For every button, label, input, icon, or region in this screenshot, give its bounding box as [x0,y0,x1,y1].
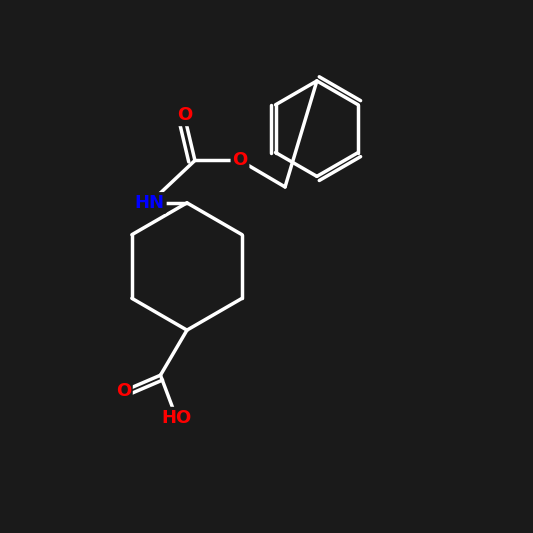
Text: HN: HN [135,194,165,212]
Text: HO: HO [161,409,191,426]
Text: O: O [232,151,248,169]
Text: O: O [116,382,131,400]
Text: O: O [177,107,192,124]
